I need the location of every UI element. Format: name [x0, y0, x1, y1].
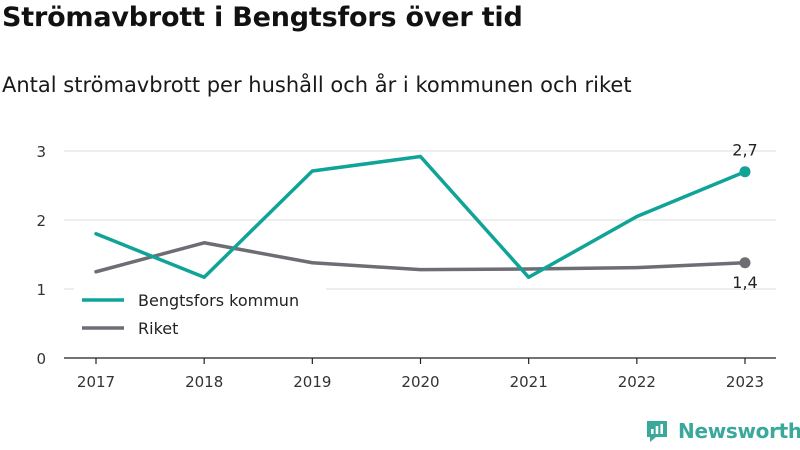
- newsworthy-logo-icon: [647, 421, 667, 442]
- brand-logo: Newsworthy: [644, 418, 800, 444]
- x-tick-label: 2018: [185, 373, 223, 391]
- chart-subtitle: Antal strömavbrott per hushåll och år i …: [2, 73, 632, 97]
- data-label: 2,7: [732, 141, 757, 160]
- x-tick-label: 2021: [510, 373, 548, 391]
- x-tick-label: 2017: [77, 373, 115, 391]
- data-label: 1,4: [732, 273, 757, 292]
- legend-background: [74, 283, 326, 345]
- y-tick-label: 0: [36, 350, 46, 368]
- series-end-point-0: [739, 166, 751, 178]
- legend-label: Bengtsfors kommun: [138, 291, 299, 310]
- legend-label: Riket: [138, 319, 178, 338]
- x-tick-label: 2023: [726, 373, 764, 391]
- y-tick-label: 1: [36, 281, 46, 299]
- series-line-0: [94, 154, 747, 280]
- x-tick-label: 2020: [401, 373, 439, 391]
- series-end-point-1: [739, 257, 751, 269]
- x-tick-label: 2022: [618, 373, 656, 391]
- chart-title: Strömavbrott i Bengtsfors över tid: [2, 2, 523, 33]
- x-tick-label: 2019: [293, 373, 331, 391]
- y-tick-label: 2: [36, 212, 46, 230]
- y-tick-label: 3: [36, 143, 46, 161]
- series-line-1: [94, 241, 747, 274]
- brand-name: Newsworthy: [678, 419, 800, 443]
